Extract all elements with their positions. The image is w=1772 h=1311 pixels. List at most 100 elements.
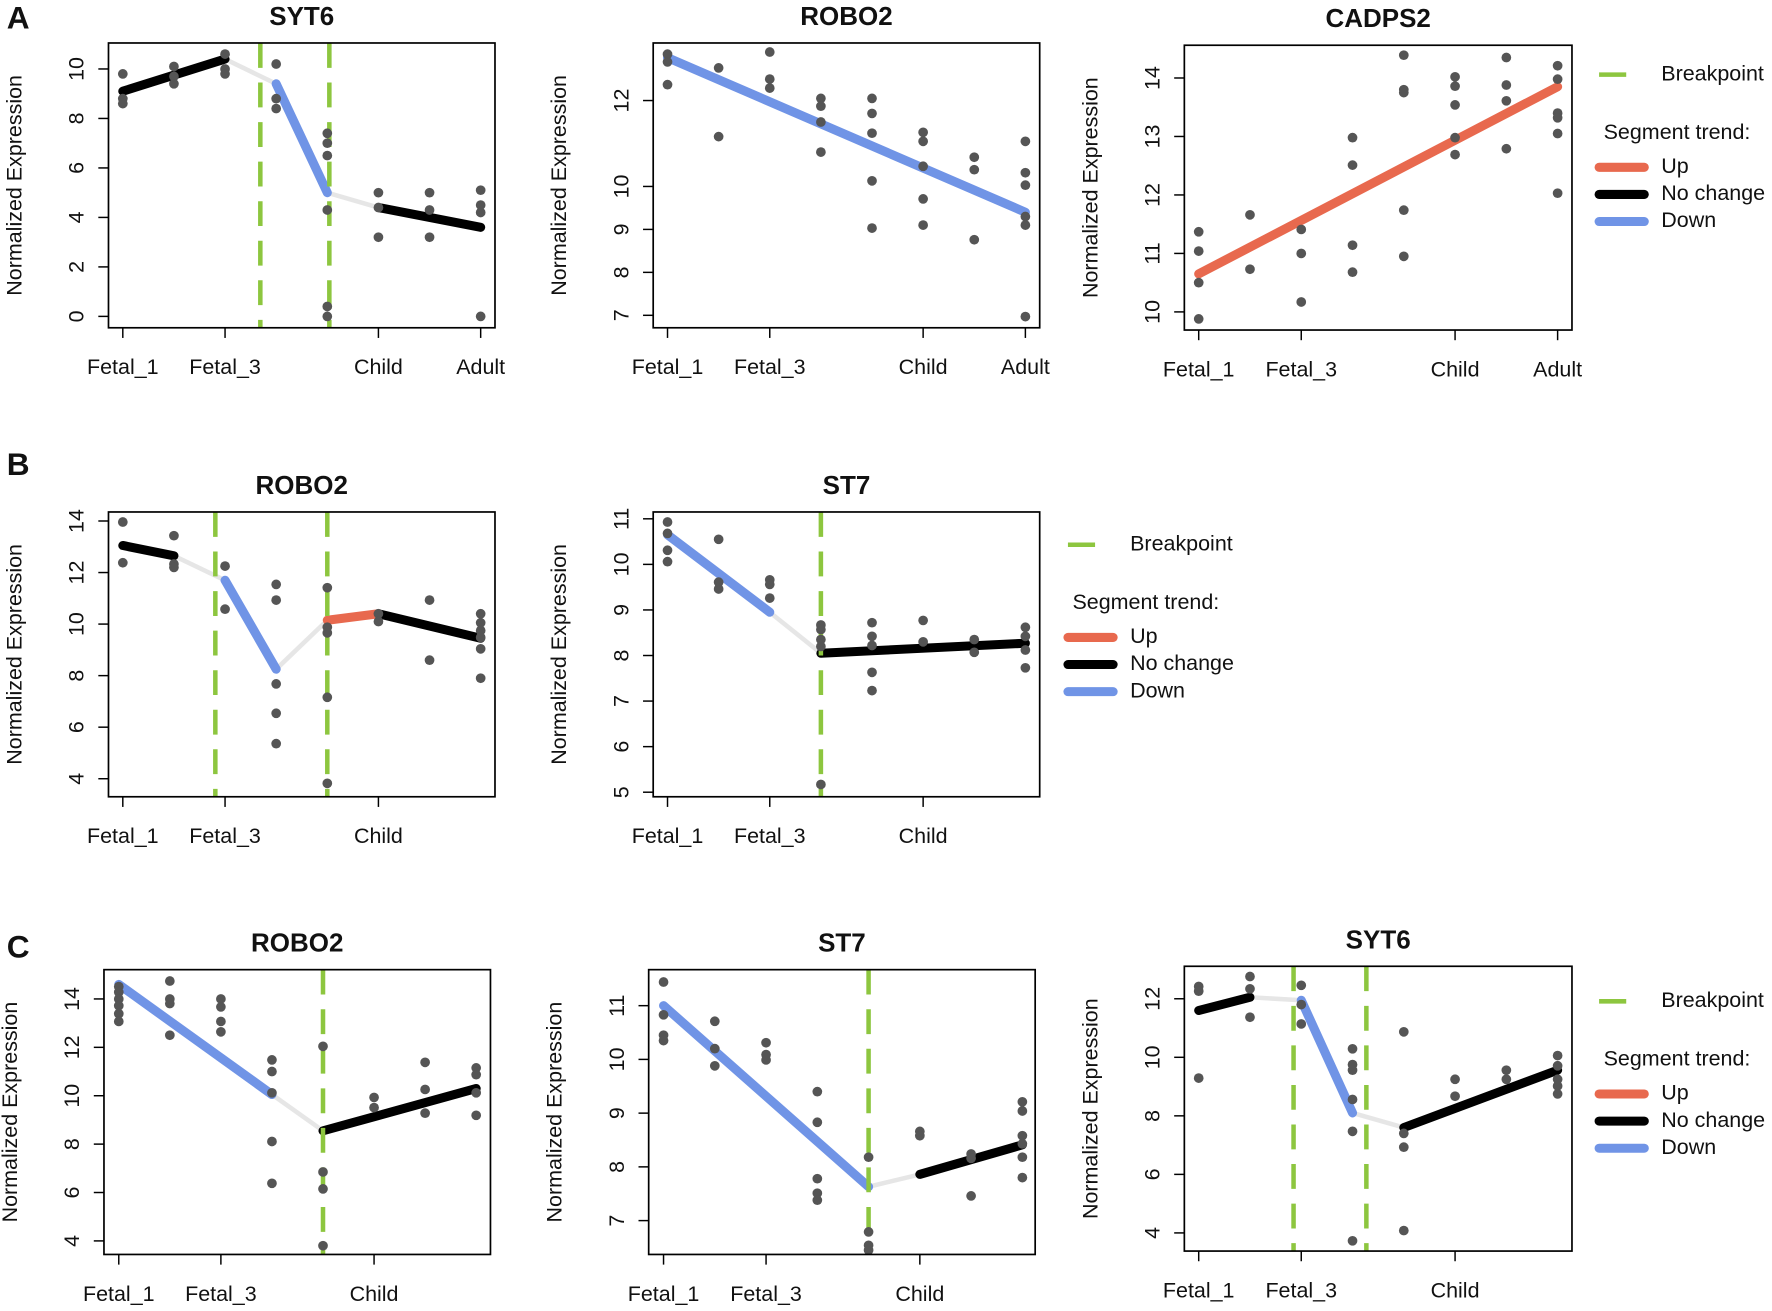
data-point (816, 93, 826, 104)
legend-breakpoint-label: Breakpoint (1130, 531, 1233, 555)
data-point (1398, 1026, 1409, 1037)
y-tick-label: 6 (65, 721, 89, 733)
chart-title: ST7 (818, 928, 866, 958)
data-point (1347, 1043, 1358, 1054)
y-tick-label: 10 (65, 612, 89, 636)
y-axis-label: Normalized Expression (1078, 998, 1102, 1219)
y-tick-label: 6 (65, 162, 89, 174)
data-point (713, 584, 724, 594)
y-tick-label: 9 (609, 604, 633, 616)
chart-title: ROBO2 (256, 470, 348, 500)
y-axis-label: Normalized Expression (1078, 77, 1102, 298)
data-point (816, 117, 826, 127)
data-point (1020, 622, 1031, 633)
data-point (1020, 136, 1031, 147)
trend-segment (118, 540, 179, 561)
data-point (113, 1016, 124, 1027)
data-point (267, 1087, 277, 1098)
data-point (969, 152, 980, 163)
data-point (475, 625, 486, 636)
data-point (1347, 1065, 1358, 1076)
data-point (1017, 1138, 1028, 1149)
y-tick-label: 8 (65, 112, 89, 124)
y-tick-label: 8 (60, 1138, 84, 1150)
data-point (662, 79, 673, 90)
data-point (1017, 1096, 1028, 1107)
data-point (1245, 264, 1255, 275)
segment-connector (270, 1092, 325, 1133)
segment-connector (1249, 995, 1302, 1003)
data-point (1193, 226, 1204, 237)
data-point (220, 604, 230, 614)
y-tick-label: 6 (609, 741, 633, 753)
y-tick-label: 6 (60, 1187, 84, 1199)
x-tick-label: Fetal_1 (83, 1282, 155, 1306)
data-point (1296, 980, 1307, 991)
legend-label: Down (1130, 678, 1185, 702)
trend-segment (114, 979, 277, 1100)
x-tick-label: Child (354, 824, 403, 848)
data-point (1552, 1050, 1563, 1061)
x-tick-label: Fetal_1 (632, 824, 704, 848)
data-point (1501, 1065, 1512, 1076)
data-point (812, 1173, 823, 1184)
data-point (117, 98, 128, 109)
segment-connector (868, 1172, 921, 1189)
y-tick-label: 10 (609, 174, 633, 198)
y-tick-label: 7 (609, 309, 633, 321)
data-point (816, 624, 826, 635)
data-point (863, 1245, 874, 1256)
y-tick-label: 12 (60, 1035, 84, 1059)
data-point (918, 636, 928, 647)
data-point (1398, 251, 1409, 262)
data-point (1398, 87, 1409, 98)
y-tick-label: 10 (609, 552, 633, 576)
data-point (322, 627, 333, 638)
data-point (867, 667, 877, 678)
plot-box (652, 511, 1041, 798)
y-tick-label: 11 (1141, 242, 1165, 264)
y-tick-label: 2 (65, 261, 89, 273)
data-point (322, 150, 333, 161)
data-point (216, 1002, 226, 1012)
data-point (867, 617, 877, 628)
x-tick-label: Child (350, 1282, 399, 1306)
segment-connector (326, 190, 380, 210)
data-point (1552, 1081, 1563, 1091)
data-point (764, 83, 775, 93)
data-point (816, 147, 826, 157)
data-point (969, 647, 980, 658)
data-point (1296, 1019, 1307, 1029)
data-point (812, 1117, 823, 1128)
data-point (267, 1066, 277, 1077)
data-point (475, 632, 486, 643)
data-point (761, 1055, 771, 1065)
segment-connector (274, 618, 329, 671)
data-point (424, 205, 435, 215)
y-tick-label: 5 (609, 786, 633, 798)
data-point (867, 685, 877, 696)
x-tick-label: Fetal_3 (734, 355, 806, 379)
data-point (475, 673, 486, 684)
data-point (867, 176, 877, 186)
data-point (267, 1178, 277, 1189)
data-point (1552, 74, 1563, 85)
legend-label: No change (1661, 181, 1765, 205)
y-tick-label: 12 (1141, 183, 1165, 207)
x-tick-label: Child (1431, 357, 1480, 381)
data-point (475, 311, 486, 322)
data-point (1552, 60, 1563, 71)
y-axis-label: Normalized Expression (2, 75, 26, 296)
data-point (1552, 112, 1563, 123)
data-point (662, 528, 673, 539)
data-point (709, 1043, 720, 1054)
y-tick-label: 14 (65, 509, 89, 533)
data-point (169, 78, 179, 89)
data-point (471, 1069, 482, 1080)
data-point (420, 1084, 430, 1095)
legend-label: No change (1661, 1108, 1765, 1132)
y-tick-label: 8 (65, 670, 89, 682)
plot-box (107, 511, 496, 798)
y-tick-label: 14 (1141, 66, 1165, 90)
data-point (1347, 160, 1358, 170)
